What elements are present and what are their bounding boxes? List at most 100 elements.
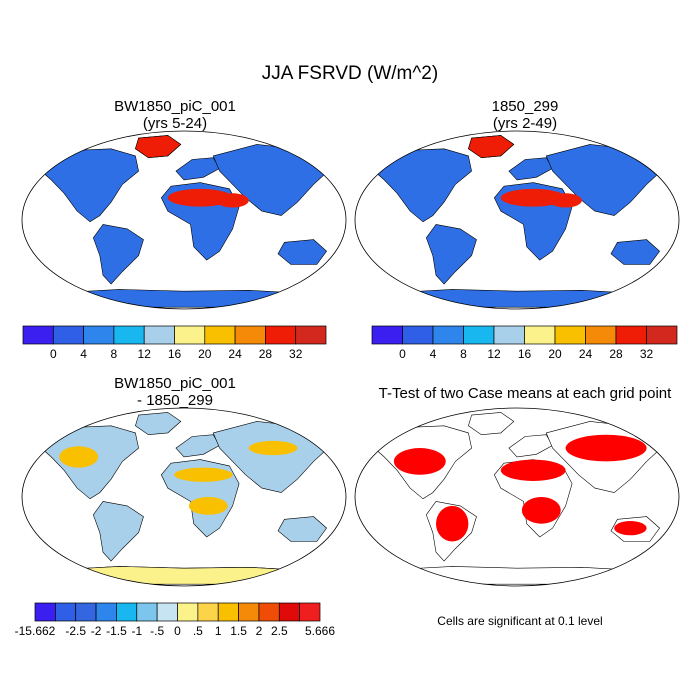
colorbar-diff-box-2 [75,602,97,622]
map-1-desert-1 [216,193,249,208]
colorbar-panel-2-label-3: 12 [487,347,501,361]
colorbar-panel-2-box-3 [463,325,495,345]
colorbar-diff-label-1: -2.5 [65,624,86,638]
panel-3-title-line2: - 1850_299 [137,392,213,409]
panel-1-title-line1: BW1850_piC_001 [114,98,236,115]
panel-1-title-line2: (yrs 5-24) [142,115,208,132]
map-4-signif-4 [565,434,647,462]
colorbar-panel-2-box-1 [402,325,434,345]
colorbar-diff-box-9 [217,602,239,622]
map-3-south-america [92,501,144,562]
colorbar-panel-1-label-3: 12 [138,347,152,361]
map-1-desert-0 [167,188,233,207]
colorbar-panel-1-box-4 [143,325,175,345]
colorbar-diff-label-3: -1.5 [106,624,127,638]
map-1-south-america [92,224,144,285]
colorbar-panel-1-label-2: 8 [111,347,118,361]
map-2-greenland-fill [468,135,515,159]
colorbar-panel-1-label-4: 16 [168,347,182,361]
panel-4-title: T-Test of two Case means at each grid po… [355,385,695,402]
colorbar-panel-2-box-2 [432,325,464,345]
colorbar-panel-1-box-0 [22,325,54,345]
colorbar-panel-2-label-2: 8 [460,347,467,361]
map-4 [355,408,679,586]
colorbar-diff-box-10 [238,602,260,622]
panel-1-title: BW1850_piC_001 (yrs 5-24) [25,98,325,132]
map-2 [355,131,679,309]
colorbar-diff: -15.662 -2.5 -2 -1.5 -1 -.5 0 .5 1 1.5 2 2.5 5.666 [15,602,335,638]
colorbar-diff-label-11: 2.5 [271,624,288,638]
panel-3-title: BW1850_piC_001 - 1850_299 [25,375,325,409]
colorbar-panel-1-box-6 [204,325,236,345]
colorbar-panel-1-label-5: 20 [198,347,212,361]
colorbar-panel-2-box-5 [524,325,556,345]
colorbar-panel-1-label-0: 0 [50,347,57,361]
panel-2-title: 1850_299 (yrs 2-49) [375,98,675,132]
map-3-greenland [135,412,182,436]
map-1-north-america [37,148,139,223]
colorbar-diff-box-13 [299,602,321,622]
colorbar-diff-box-1 [55,602,77,622]
colorbar-panel-1: 0 4 8 12 16 20 24 28 32 [22,325,327,361]
colorbar-panel-2-label-6: 24 [579,347,593,361]
colorbar-diff-label-6: 0 [174,624,181,638]
colorbar-diff-box-4 [116,602,138,622]
panel-2-title-line1: 1850_299 [491,98,559,115]
colorbar-panel-2-box-4 [493,325,525,345]
map-4-greenland [468,412,515,436]
colorbar-diff-label-4: -1 [131,624,142,638]
map-4-signif-1 [436,505,469,542]
colorbar-panel-2-label-8: 32 [640,347,654,361]
map-2-desert-0 [500,188,566,207]
colorbar-panel-2-label-7: 28 [609,347,623,361]
map-4-signif-0 [393,448,446,475]
colorbar-panel-2-box-0 [371,325,403,345]
map-1-antarctica [53,289,315,308]
colorbar-diff-label-8: 1 [215,624,222,638]
colorbar-panel-2-box-8 [615,325,647,345]
colorbar-diff-label-9: 1.5 [230,624,247,638]
map-2-australia [610,239,661,265]
map-2-border [354,130,680,310]
colorbar-diff-box-12 [278,602,301,622]
colorbar-panel-1-label-1: 4 [80,347,87,361]
colorbar-panel-1-box-5 [174,325,206,345]
colorbar-panel-1-box-7 [234,325,266,345]
map-1 [22,131,346,309]
colorbar-panel-1-label-7: 28 [259,347,273,361]
map-2-antarctica [386,289,648,308]
ttest-note: Cells are significant at 0.1 level [437,614,603,628]
colorbar-panel-2-box-9 [646,325,678,345]
colorbar-diff-box-3 [95,602,117,622]
colorbar-diff-label-7: .5 [193,624,203,638]
map-1-border [21,130,347,310]
main-title: JJA FSRVD (W/m^2) [261,63,439,84]
map-2-north-america [370,148,472,223]
panel-2-title-line2: (yrs 2-49) [492,115,558,132]
map-1-australia [277,239,328,265]
map-2-south-america [425,224,477,285]
colorbar-panel-2-label-5: 20 [548,347,562,361]
colorbar-diff-label-2: -2 [91,624,102,638]
map-3-anomaly-0 [59,446,99,468]
map-4-signif-3 [521,497,561,524]
colorbar-panel-2-label-1: 4 [430,347,437,361]
colorbar-panel-1-label-8: 32 [289,347,303,361]
colorbar-diff-label-0: -15.662 [15,624,56,638]
map-3-antarctica-fill [53,566,315,585]
map-3 [22,408,346,586]
colorbar-panel-1-box-2 [83,325,115,345]
colorbar-diff-label-10: 2 [256,624,263,638]
map-3-anomaly-3 [248,440,298,456]
colorbar-panel-1-label-6: 24 [228,347,242,361]
map-4-signif-2 [500,459,566,481]
colorbar-panel-2-label-4: 16 [518,347,532,361]
colorbar-diff-label-12: 5.666 [305,624,335,638]
colorbar-diff-box-8 [197,602,219,622]
colorbar-panel-1-box-9 [295,325,327,345]
panel-4-title-line1: T-Test of two Case means at each grid po… [378,385,672,402]
colorbar-panel-2: 0 4 8 12 16 20 24 28 32 [371,325,678,361]
colorbar-panel-2-label-0: 0 [399,347,406,361]
colorbar-diff-box-0 [34,602,56,622]
